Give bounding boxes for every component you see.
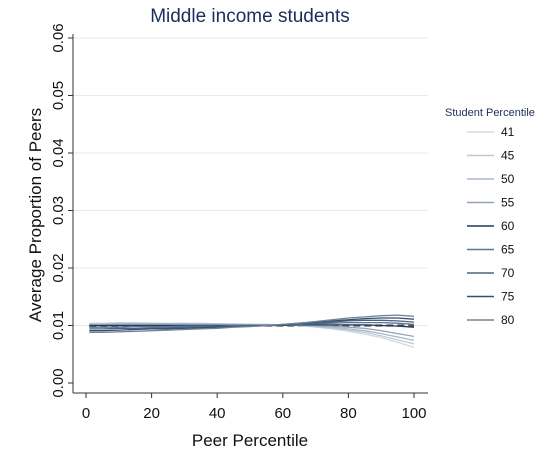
- legend-title: Student Percentile: [445, 107, 535, 119]
- x-axis-ticks: 0 20 40 60 80 100: [82, 393, 427, 422]
- legend-label-45: 45: [501, 149, 515, 163]
- y-tick-label: 0.04: [50, 138, 67, 167]
- legend-label-55: 55: [501, 196, 515, 210]
- legend-label-80: 80: [501, 313, 515, 327]
- x-tick-label: 0: [82, 405, 90, 422]
- y-axis-ticks: 0.00 0.01 0.02 0.03 0.04 0.05 0.06: [50, 23, 73, 398]
- y-tick-label: 0.01: [50, 311, 67, 340]
- series-lines: [89, 314, 415, 349]
- x-tick-label: 20: [143, 405, 160, 422]
- legend-label-50: 50: [501, 172, 515, 186]
- series-line-80: [89, 314, 415, 334]
- y-tick-label: 0.00: [50, 368, 67, 397]
- x-tick-label: 40: [209, 405, 226, 422]
- legend: Student Percentile 41 45 50 55 60 65 70 75 80: [445, 107, 535, 327]
- y-tick-label: 0.06: [50, 23, 67, 52]
- legend-label-65: 65: [501, 243, 515, 257]
- y-tick-label: 0.05: [50, 81, 67, 110]
- x-axis-title: Peer Percentile: [192, 431, 308, 450]
- y-axis-title: Average Proportion of Peers: [26, 108, 45, 322]
- y-tick-label: 0.03: [50, 196, 67, 225]
- legend-label-75: 75: [501, 290, 515, 304]
- chart-title: Middle income students: [150, 6, 350, 27]
- axes: [72, 34, 428, 394]
- x-tick-label: 60: [274, 405, 291, 422]
- x-tick-label: 100: [401, 405, 426, 422]
- gridlines: [73, 37, 428, 326]
- x-tick-label: 80: [340, 405, 357, 422]
- legend-items: 41 45 50 55 60 65 70 75 80: [467, 125, 515, 327]
- legend-label-60: 60: [501, 219, 515, 233]
- legend-label-70: 70: [501, 266, 515, 280]
- legend-label-41: 41: [501, 125, 515, 139]
- y-tick-label: 0.02: [50, 253, 67, 282]
